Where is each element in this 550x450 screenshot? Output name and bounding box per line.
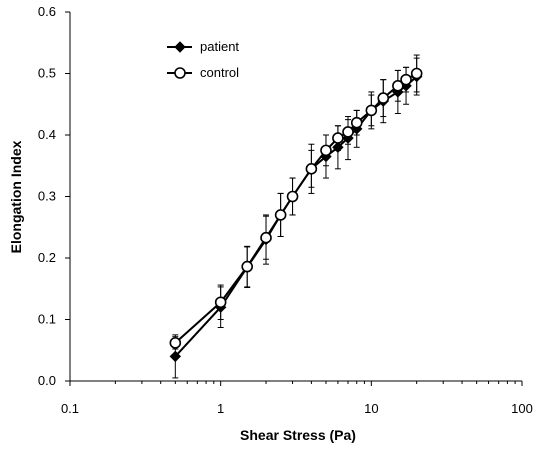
control-point xyxy=(365,104,378,117)
control-point xyxy=(274,209,287,221)
x-tick-label: 10 xyxy=(364,401,378,416)
y-tick-label: 0.1 xyxy=(38,312,56,327)
legend-label-patient: patient xyxy=(200,39,239,54)
control-point xyxy=(260,231,272,244)
control-point xyxy=(350,116,363,129)
error-bars xyxy=(172,54,420,379)
control-point xyxy=(305,163,318,175)
y-tick-label: 0.3 xyxy=(38,189,56,204)
control-point xyxy=(410,67,423,80)
control-point xyxy=(169,337,182,349)
y-tick-label: 0.2 xyxy=(38,250,56,265)
control-point xyxy=(377,92,390,104)
x-tick-label: 0.1 xyxy=(61,401,79,416)
control-series-line xyxy=(174,72,418,344)
axes: 0.0 0.1 0.2 0.3 0.4 0.5 0.6 0.1 1 10 100 xyxy=(38,4,533,416)
control-point xyxy=(342,126,354,138)
x-tick-label: 100 xyxy=(511,401,533,416)
patient-point xyxy=(169,350,182,363)
control-point xyxy=(241,260,253,273)
x-axis-title: Shear Stress (Pa) xyxy=(240,427,356,443)
control-point xyxy=(286,190,299,203)
y-tick-label: 0.6 xyxy=(38,4,56,19)
series-lines xyxy=(174,72,418,358)
patient-series-line xyxy=(174,75,418,358)
control-point xyxy=(332,132,344,144)
control-point xyxy=(392,80,404,92)
control-point xyxy=(320,144,332,157)
control-point xyxy=(214,296,227,309)
legend: patient control xyxy=(167,39,239,80)
x-tick-label: 1 xyxy=(217,401,224,416)
y-tick-label: 0.0 xyxy=(38,373,56,388)
patient-point xyxy=(174,41,186,53)
y-tick-label: 0.4 xyxy=(38,127,56,142)
y-axis-title: Elongation Index xyxy=(8,140,24,253)
control-point xyxy=(174,67,186,79)
y-tick-label: 0.5 xyxy=(38,66,56,81)
legend-label-control: control xyxy=(200,65,239,80)
patient-point xyxy=(332,141,344,154)
control-point xyxy=(400,73,412,86)
series-markers xyxy=(169,67,423,363)
